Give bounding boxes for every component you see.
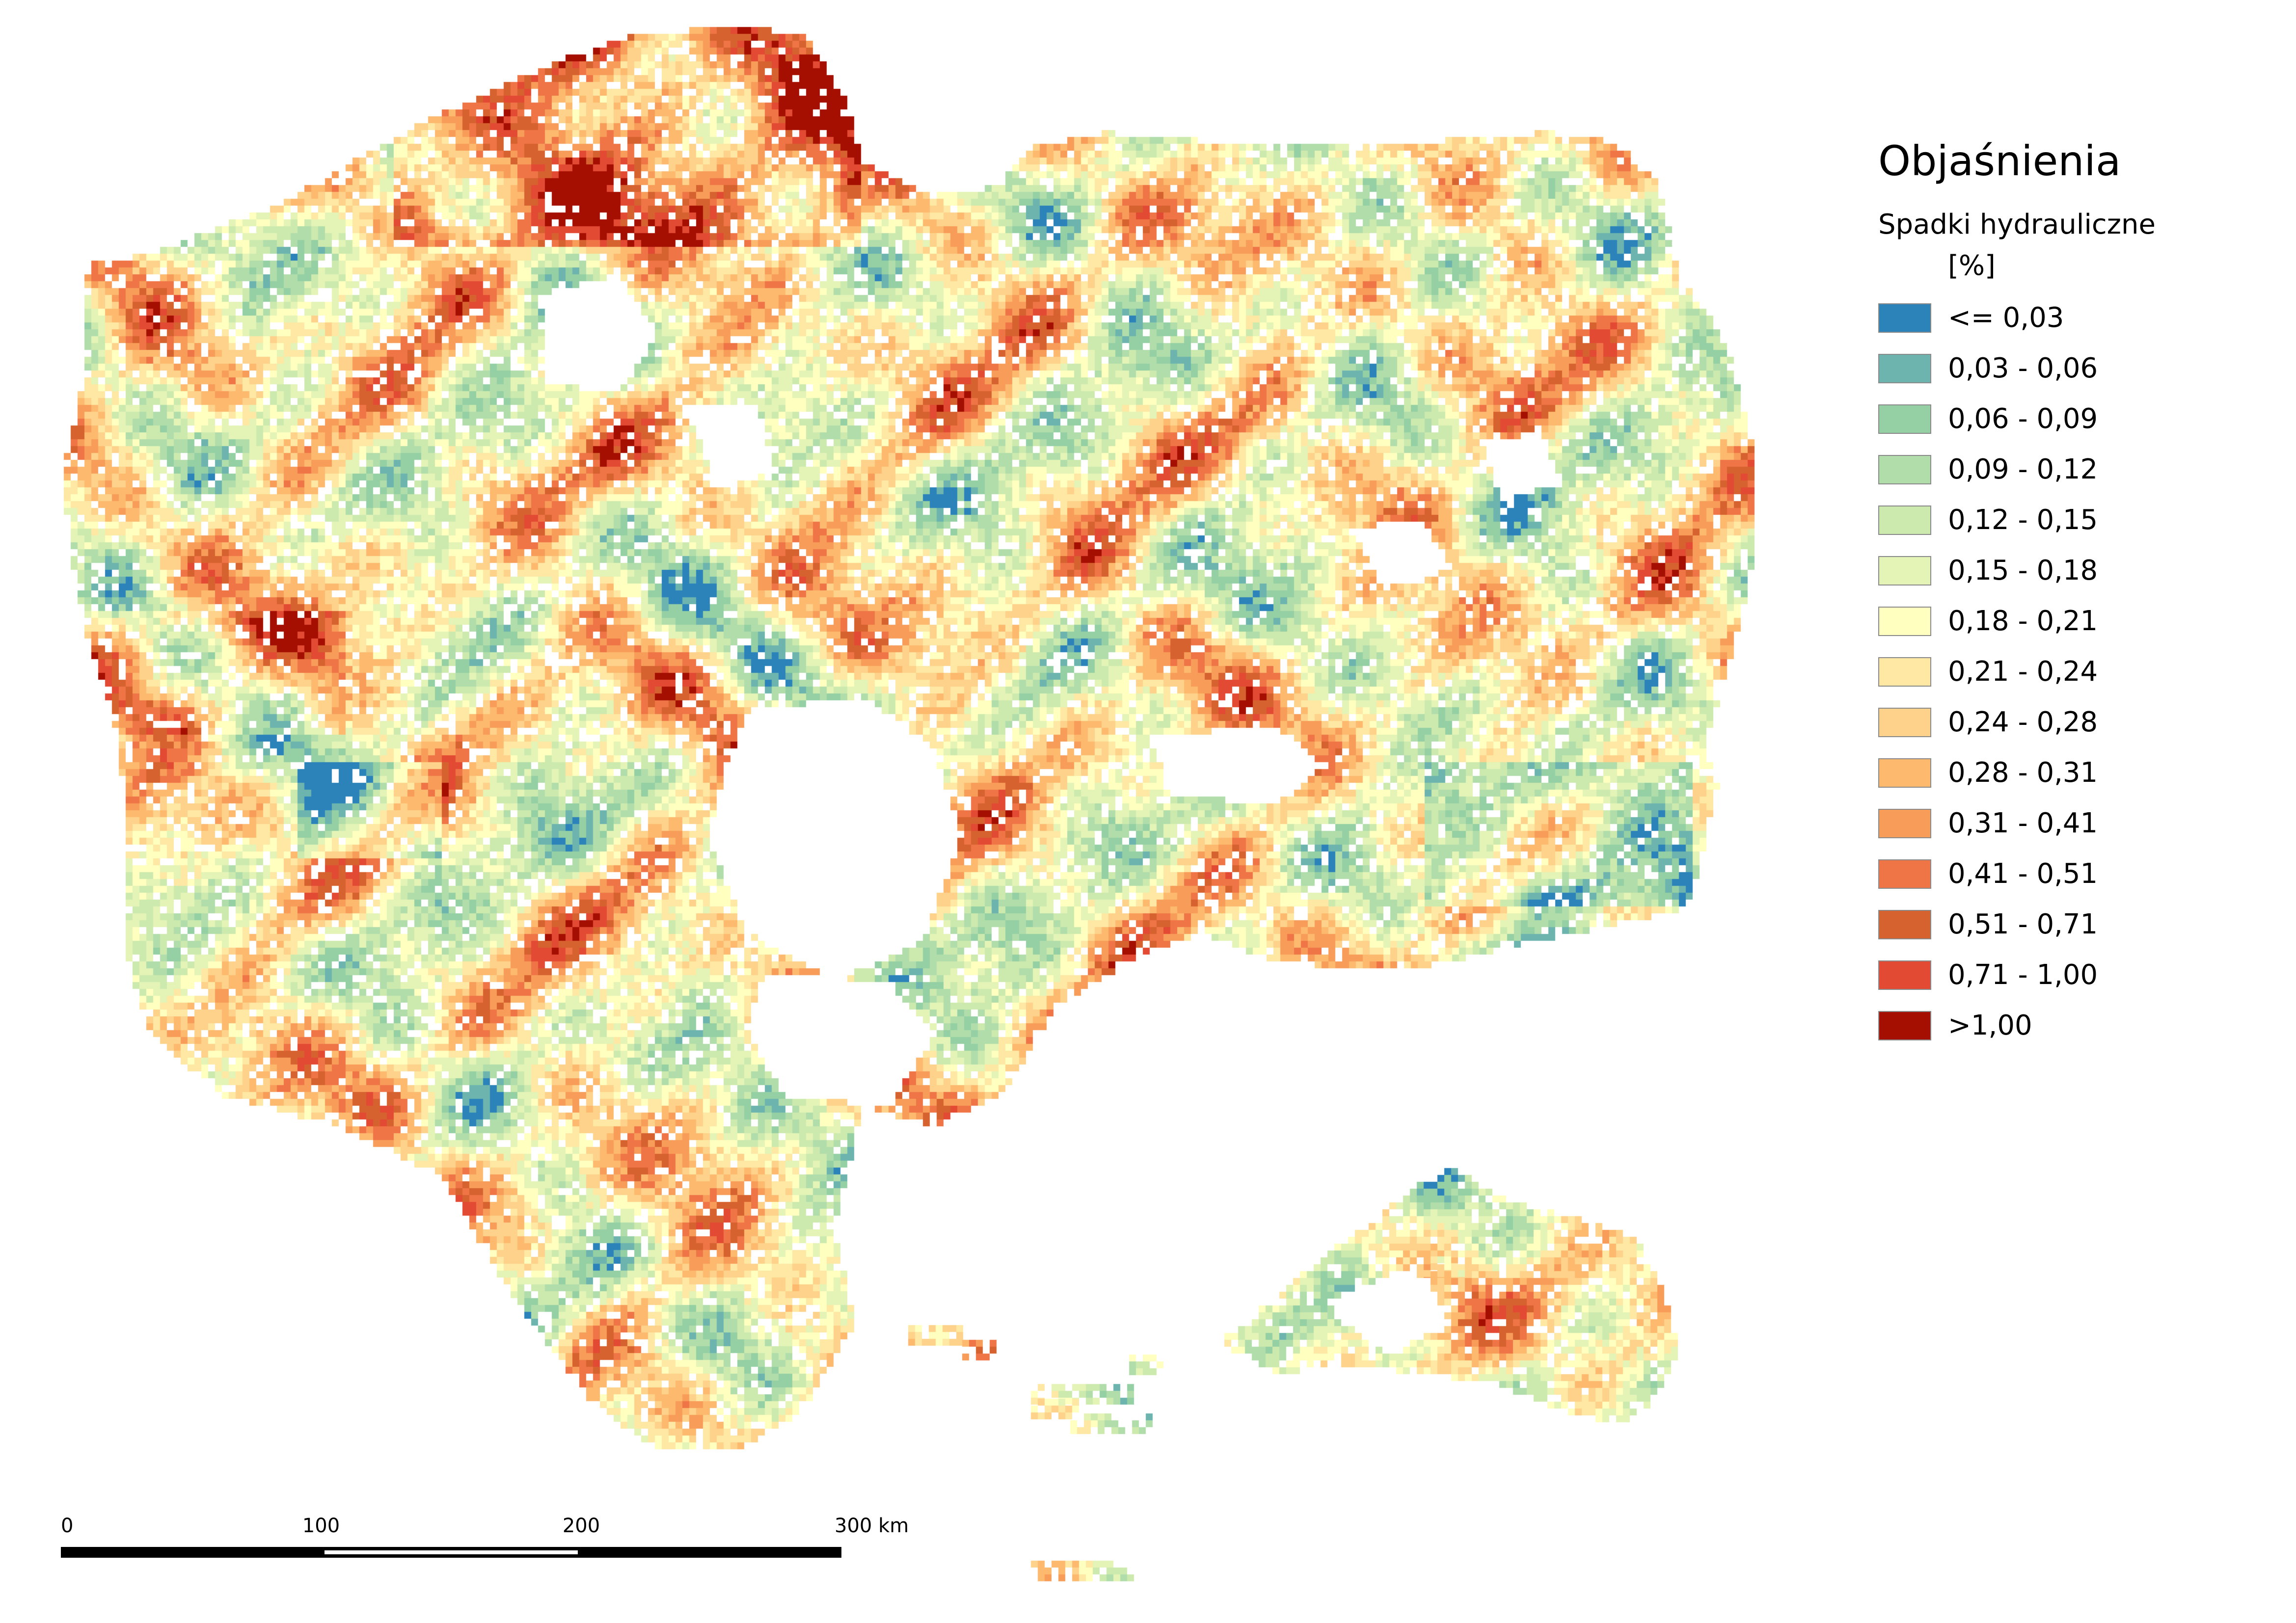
legend-title: Objaśnienia <box>1878 137 2121 185</box>
legend-swatch <box>1878 1011 1931 1040</box>
map-legend: Objaśnienia Spadki hydrauliczne [%] <= 0… <box>1878 140 2222 1051</box>
legend-item: 0,06 - 0,09 <box>1878 394 2222 444</box>
legend-label: 0,51 - 0,71 <box>1948 908 2098 940</box>
scale-tick-label: 0 <box>61 1515 74 1537</box>
legend-swatch <box>1878 303 1931 333</box>
scale-tick-label: 200 <box>562 1515 600 1537</box>
legend-item: 0,28 - 0,31 <box>1878 747 2222 798</box>
legend-item: 0,12 - 0,15 <box>1878 495 2222 545</box>
legend-class-list: <= 0,03 0,03 - 0,06 0,06 - 0,09 0,09 - 0,12… <box>1878 293 2222 1051</box>
scale-bar-segment <box>324 1550 578 1554</box>
legend-label: <= 0,03 <box>1948 302 2064 334</box>
legend-item: 0,51 - 0,71 <box>1878 899 2222 950</box>
legend-label: 0,06 - 0,09 <box>1948 403 2098 435</box>
legend-swatch <box>1878 505 1931 535</box>
scale-tick-label: 300 km <box>835 1515 909 1537</box>
legend-label: 0,41 - 0,51 <box>1948 858 2098 890</box>
legend-item: 0,09 - 0,12 <box>1878 444 2222 495</box>
scale-bar: 0 100 200 300 km <box>61 1515 909 1578</box>
legend-swatch <box>1878 808 1931 838</box>
legend-swatch <box>1878 758 1931 788</box>
legend-label: 0,31 - 0,41 <box>1948 807 2098 839</box>
legend-item: 0,24 - 0,28 <box>1878 697 2222 747</box>
legend-swatch <box>1878 657 1931 687</box>
legend-item: 0,18 - 0,21 <box>1878 596 2222 646</box>
legend-item: 0,31 - 0,41 <box>1878 798 2222 849</box>
legend-item: >1,00 <box>1878 1000 2222 1051</box>
legend-subtitle: Spadki hydrauliczne <box>1878 209 2156 240</box>
legend-swatch <box>1878 556 1931 585</box>
legend-swatch <box>1878 606 1931 636</box>
legend-item: <= 0,03 <box>1878 293 2222 343</box>
legend-swatch <box>1878 859 1931 889</box>
legend-label: 0,71 - 1,00 <box>1948 959 2098 991</box>
legend-label: >1,00 <box>1948 1010 2032 1041</box>
legend-label: 0,12 - 0,15 <box>1948 504 2098 536</box>
legend-swatch <box>1878 707 1931 737</box>
scale-tick-label: 100 <box>302 1515 340 1537</box>
legend-label: 0,09 - 0,12 <box>1948 453 2098 485</box>
legend-swatch <box>1878 353 1931 383</box>
legend-label: 0,21 - 0,24 <box>1948 656 2098 688</box>
legend-item: 0,03 - 0,06 <box>1878 343 2222 394</box>
legend-label: 0,18 - 0,21 <box>1948 605 2098 637</box>
legend-label: 0,28 - 0,31 <box>1948 757 2098 789</box>
legend-item: 0,21 - 0,24 <box>1878 646 2222 697</box>
legend-swatch <box>1878 909 1931 939</box>
legend-swatch <box>1878 454 1931 484</box>
legend-unit: [%] <box>1948 250 1996 282</box>
legend-item: 0,15 - 0,18 <box>1878 545 2222 596</box>
legend-label: 0,03 - 0,06 <box>1948 352 2098 384</box>
legend-label: 0,24 - 0,28 <box>1948 706 2098 738</box>
legend-item: 0,71 - 1,00 <box>1878 950 2222 1000</box>
legend-item: 0,41 - 0,51 <box>1878 849 2222 899</box>
legend-swatch <box>1878 960 1931 990</box>
legend-swatch <box>1878 404 1931 434</box>
legend-label: 0,15 - 0,18 <box>1948 555 2098 586</box>
